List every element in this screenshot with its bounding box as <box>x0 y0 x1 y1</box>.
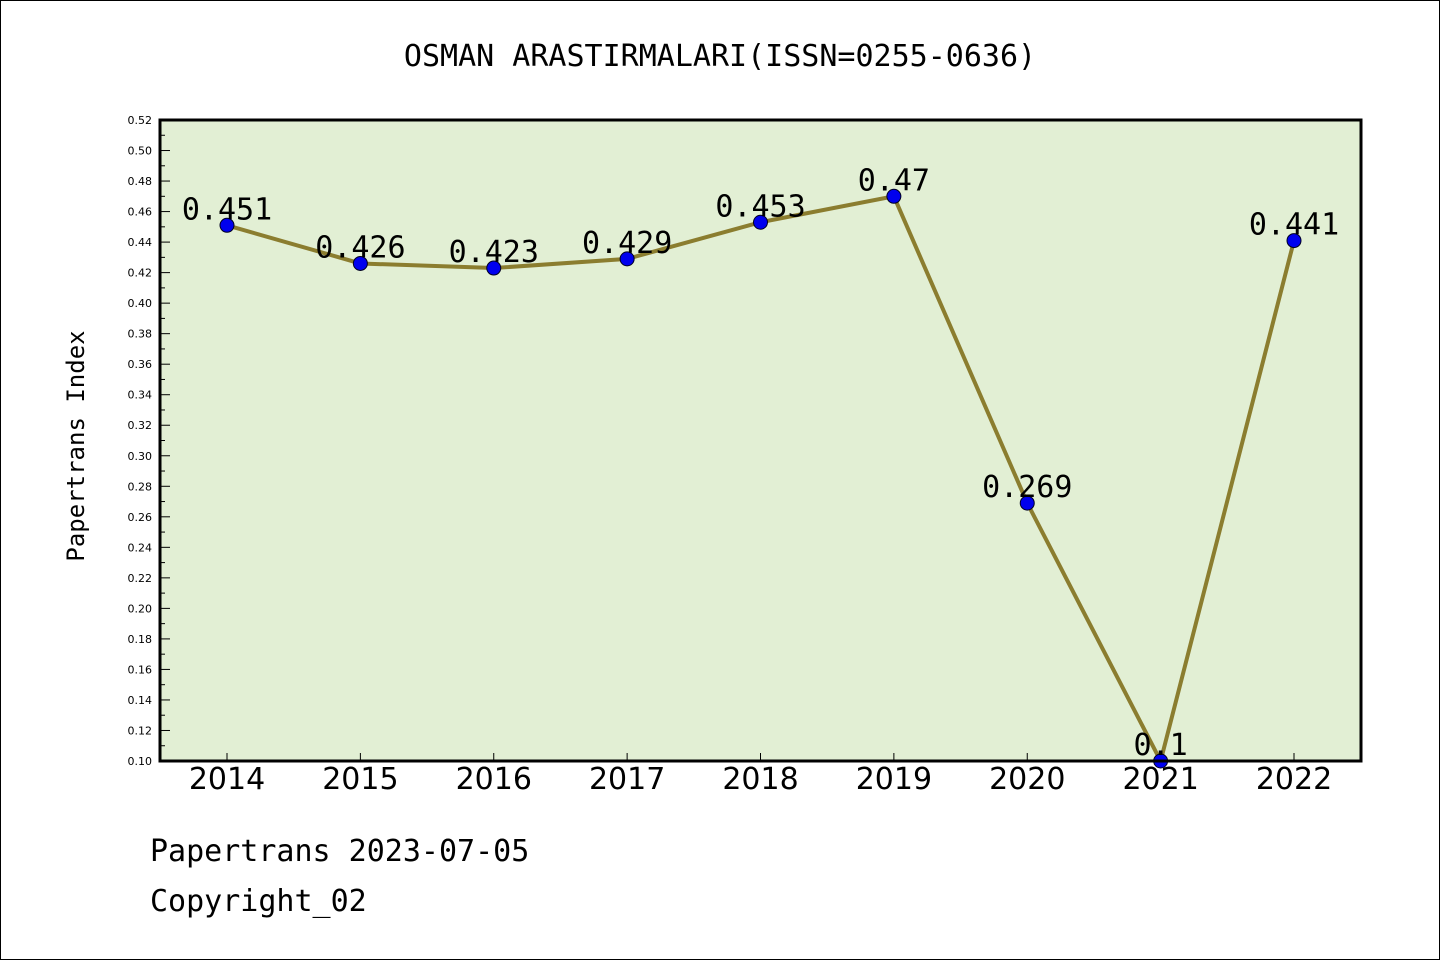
data-label: 0.451 <box>182 192 272 227</box>
data-label: 0.1 <box>1134 728 1188 763</box>
data-point <box>1286 233 1302 249</box>
y-tick-label: 0.22 <box>128 572 153 585</box>
y-tick-label: 0.34 <box>128 389 153 402</box>
y-tick-label: 0.24 <box>128 541 153 554</box>
y-tick-label: 0.30 <box>128 450 153 463</box>
data-point <box>352 255 368 271</box>
x-tick-label: 2017 <box>589 762 665 797</box>
y-tick-label: 0.40 <box>128 297 153 310</box>
chart-title: OSMAN ARASTIRMALARI(ISSN=0255-0636) <box>404 39 1036 74</box>
data-point <box>219 217 235 233</box>
y-tick-label: 0.42 <box>128 267 153 280</box>
y-tick-label: 0.18 <box>128 633 153 646</box>
y-tick-label: 0.28 <box>128 480 153 493</box>
y-tick-label: 0.38 <box>128 328 153 341</box>
y-tick-label: 0.46 <box>128 206 153 219</box>
data-point <box>886 188 902 204</box>
y-tick-label: 0.52 <box>128 114 153 127</box>
data-label: 0.426 <box>315 230 405 265</box>
x-tick-label: 2022 <box>1256 762 1332 797</box>
y-tick-label: 0.10 <box>128 755 153 768</box>
y-axis-label: Papertrans Index <box>62 330 90 561</box>
y-tick-label: 0.48 <box>128 175 153 188</box>
y-tick-label: 0.26 <box>128 511 153 524</box>
data-point <box>619 251 635 267</box>
x-tick-label: 2020 <box>989 762 1065 797</box>
x-axis: 2014 2015 2016 2017 2018 2019 2020 2021 2022 <box>189 753 1332 797</box>
data-label: 0.441 <box>1249 208 1339 243</box>
data-labels: 0.451 0.426 0.423 0.429 0.453 0.47 0.269 0.1 0.4… <box>182 163 1339 763</box>
y-tick-label: 0.20 <box>128 602 153 615</box>
plot-border <box>158 118 1363 763</box>
x-tick-label: 2018 <box>722 762 798 797</box>
data-label: 0.47 <box>858 163 930 198</box>
y-tick-label: 0.32 <box>128 419 153 432</box>
x-tick-label: 2014 <box>189 762 265 797</box>
footer-copyright: Copyright_02 <box>150 884 367 919</box>
y-tick-label: 0.12 <box>128 724 153 737</box>
data-point <box>1019 495 1035 511</box>
data-label: 0.423 <box>449 235 539 270</box>
data-point <box>486 260 502 276</box>
y-tick-label: 0.16 <box>128 663 153 676</box>
footer-date: Papertrans 2023-07-05 <box>150 834 530 869</box>
data-label: 0.269 <box>982 470 1072 505</box>
y-tick-label: 0.44 <box>128 236 153 249</box>
x-tick-label: 2019 <box>856 762 932 797</box>
data-point <box>753 214 768 230</box>
y-tick-label: 0.14 <box>128 694 153 707</box>
data-label: 0.429 <box>582 226 672 261</box>
x-tick-label: 2016 <box>456 762 532 797</box>
y-tick-label: 0.36 <box>128 358 153 371</box>
y-axis: 0.10 0.12 0.14 0.16 0.18 0.20 0.22 0.24 0.26 0.28… <box>128 114 170 768</box>
y-tick-label: 0.50 <box>128 145 153 158</box>
x-tick-label: 2015 <box>322 762 398 797</box>
data-label: 0.453 <box>715 189 805 224</box>
